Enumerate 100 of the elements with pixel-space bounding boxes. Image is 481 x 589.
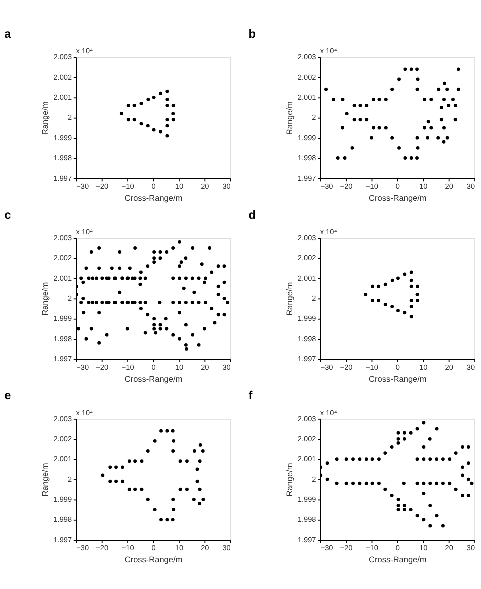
point bbox=[172, 112, 176, 116]
point bbox=[166, 104, 170, 108]
point bbox=[134, 488, 138, 492]
y-tick-label: 2.003 bbox=[54, 414, 72, 424]
chart-title: c bbox=[4, 208, 12, 222]
point bbox=[126, 118, 130, 122]
point bbox=[372, 98, 376, 102]
point bbox=[371, 284, 375, 288]
point bbox=[396, 309, 400, 313]
x-tick-label: 10 bbox=[175, 182, 184, 192]
x-tick-label: 0 bbox=[396, 362, 400, 372]
y-axis-title: Range/m bbox=[41, 101, 50, 136]
x-tick-label: 20 bbox=[445, 544, 454, 553]
point bbox=[416, 88, 420, 92]
text: x 10⁴ bbox=[320, 46, 338, 56]
point bbox=[152, 96, 156, 100]
point bbox=[403, 272, 407, 276]
point bbox=[114, 480, 118, 484]
y-tick-label: 1.998 bbox=[54, 515, 72, 524]
point bbox=[378, 126, 382, 130]
point bbox=[410, 315, 414, 319]
point bbox=[159, 130, 162, 134]
point bbox=[146, 450, 150, 453]
x-tick-label: −20 bbox=[340, 544, 353, 553]
y-tick-label: 1.999 bbox=[298, 314, 316, 324]
y-tick-label: 1.997 bbox=[298, 174, 316, 183]
x-tick-label: 30 bbox=[222, 544, 231, 553]
point bbox=[166, 134, 170, 138]
text: x 10⁴ bbox=[320, 227, 338, 236]
point bbox=[160, 429, 163, 433]
x-tick-label: −10 bbox=[366, 182, 378, 192]
y-tick-label: 2.002 bbox=[298, 434, 316, 444]
point bbox=[396, 276, 400, 280]
point bbox=[166, 518, 170, 522]
text: x 10⁴ bbox=[76, 46, 94, 56]
point bbox=[404, 68, 408, 72]
point bbox=[416, 292, 420, 296]
point bbox=[186, 488, 189, 492]
point bbox=[378, 98, 382, 102]
x-tick-label: −10 bbox=[366, 544, 378, 553]
point bbox=[345, 112, 349, 116]
point bbox=[172, 498, 176, 502]
point bbox=[416, 78, 420, 82]
point bbox=[376, 299, 380, 302]
point bbox=[426, 120, 430, 124]
point bbox=[153, 439, 157, 443]
x-axis-title: Cross-Range/m bbox=[124, 194, 183, 203]
chart-title: b bbox=[248, 27, 256, 42]
point bbox=[146, 124, 150, 128]
y-tick-label: 2.003 bbox=[298, 52, 316, 62]
x-tick-label: 30 bbox=[222, 182, 231, 192]
point bbox=[426, 136, 430, 140]
point bbox=[186, 460, 189, 464]
point bbox=[384, 282, 388, 286]
chart-title: a bbox=[4, 27, 12, 42]
point bbox=[120, 466, 124, 470]
x-tick-label: 20 bbox=[445, 362, 454, 372]
point bbox=[416, 284, 420, 288]
point bbox=[140, 102, 144, 106]
x-axis-title: Cross-Range/m bbox=[124, 374, 183, 384]
x-tick-label: 0 bbox=[396, 544, 400, 553]
x-tick-label: −30 bbox=[320, 182, 334, 192]
point bbox=[196, 480, 200, 484]
y-tick-label: 1.998 bbox=[54, 154, 72, 163]
point bbox=[341, 98, 345, 102]
y-tick-label: 2.001 bbox=[54, 454, 72, 464]
point bbox=[172, 118, 176, 122]
x-tick-label: 20 bbox=[201, 544, 210, 553]
point bbox=[198, 444, 202, 447]
point bbox=[390, 88, 394, 92]
point bbox=[171, 429, 175, 433]
point bbox=[456, 68, 460, 72]
y-tick-label: 2.001 bbox=[298, 92, 316, 102]
x-tick-label: 0 bbox=[152, 362, 156, 372]
y-tick-label: 1.999 bbox=[54, 314, 72, 324]
point bbox=[343, 156, 347, 160]
point bbox=[430, 126, 434, 130]
point bbox=[108, 466, 112, 470]
y-tick-label: 2.002 bbox=[54, 434, 72, 444]
y-tick-label: 2.001 bbox=[54, 92, 72, 102]
point bbox=[128, 460, 132, 464]
point bbox=[384, 303, 388, 306]
x-tick-label: −20 bbox=[340, 182, 353, 192]
point bbox=[365, 104, 369, 108]
point bbox=[416, 136, 420, 140]
point bbox=[178, 460, 182, 464]
x-axis-title: Cross-Range/m bbox=[369, 374, 427, 384]
point bbox=[404, 156, 408, 160]
point bbox=[152, 128, 156, 132]
point bbox=[166, 124, 170, 128]
point bbox=[436, 136, 440, 140]
point bbox=[454, 118, 458, 122]
point bbox=[172, 450, 176, 453]
y-axis-title: Range/m bbox=[285, 101, 294, 136]
x-tick-label: −10 bbox=[122, 362, 134, 372]
x-axis-title: Cross-Range/m bbox=[369, 194, 427, 203]
point bbox=[120, 112, 124, 116]
point bbox=[446, 136, 450, 140]
x-tick-label: −10 bbox=[366, 362, 378, 372]
point bbox=[422, 126, 426, 130]
